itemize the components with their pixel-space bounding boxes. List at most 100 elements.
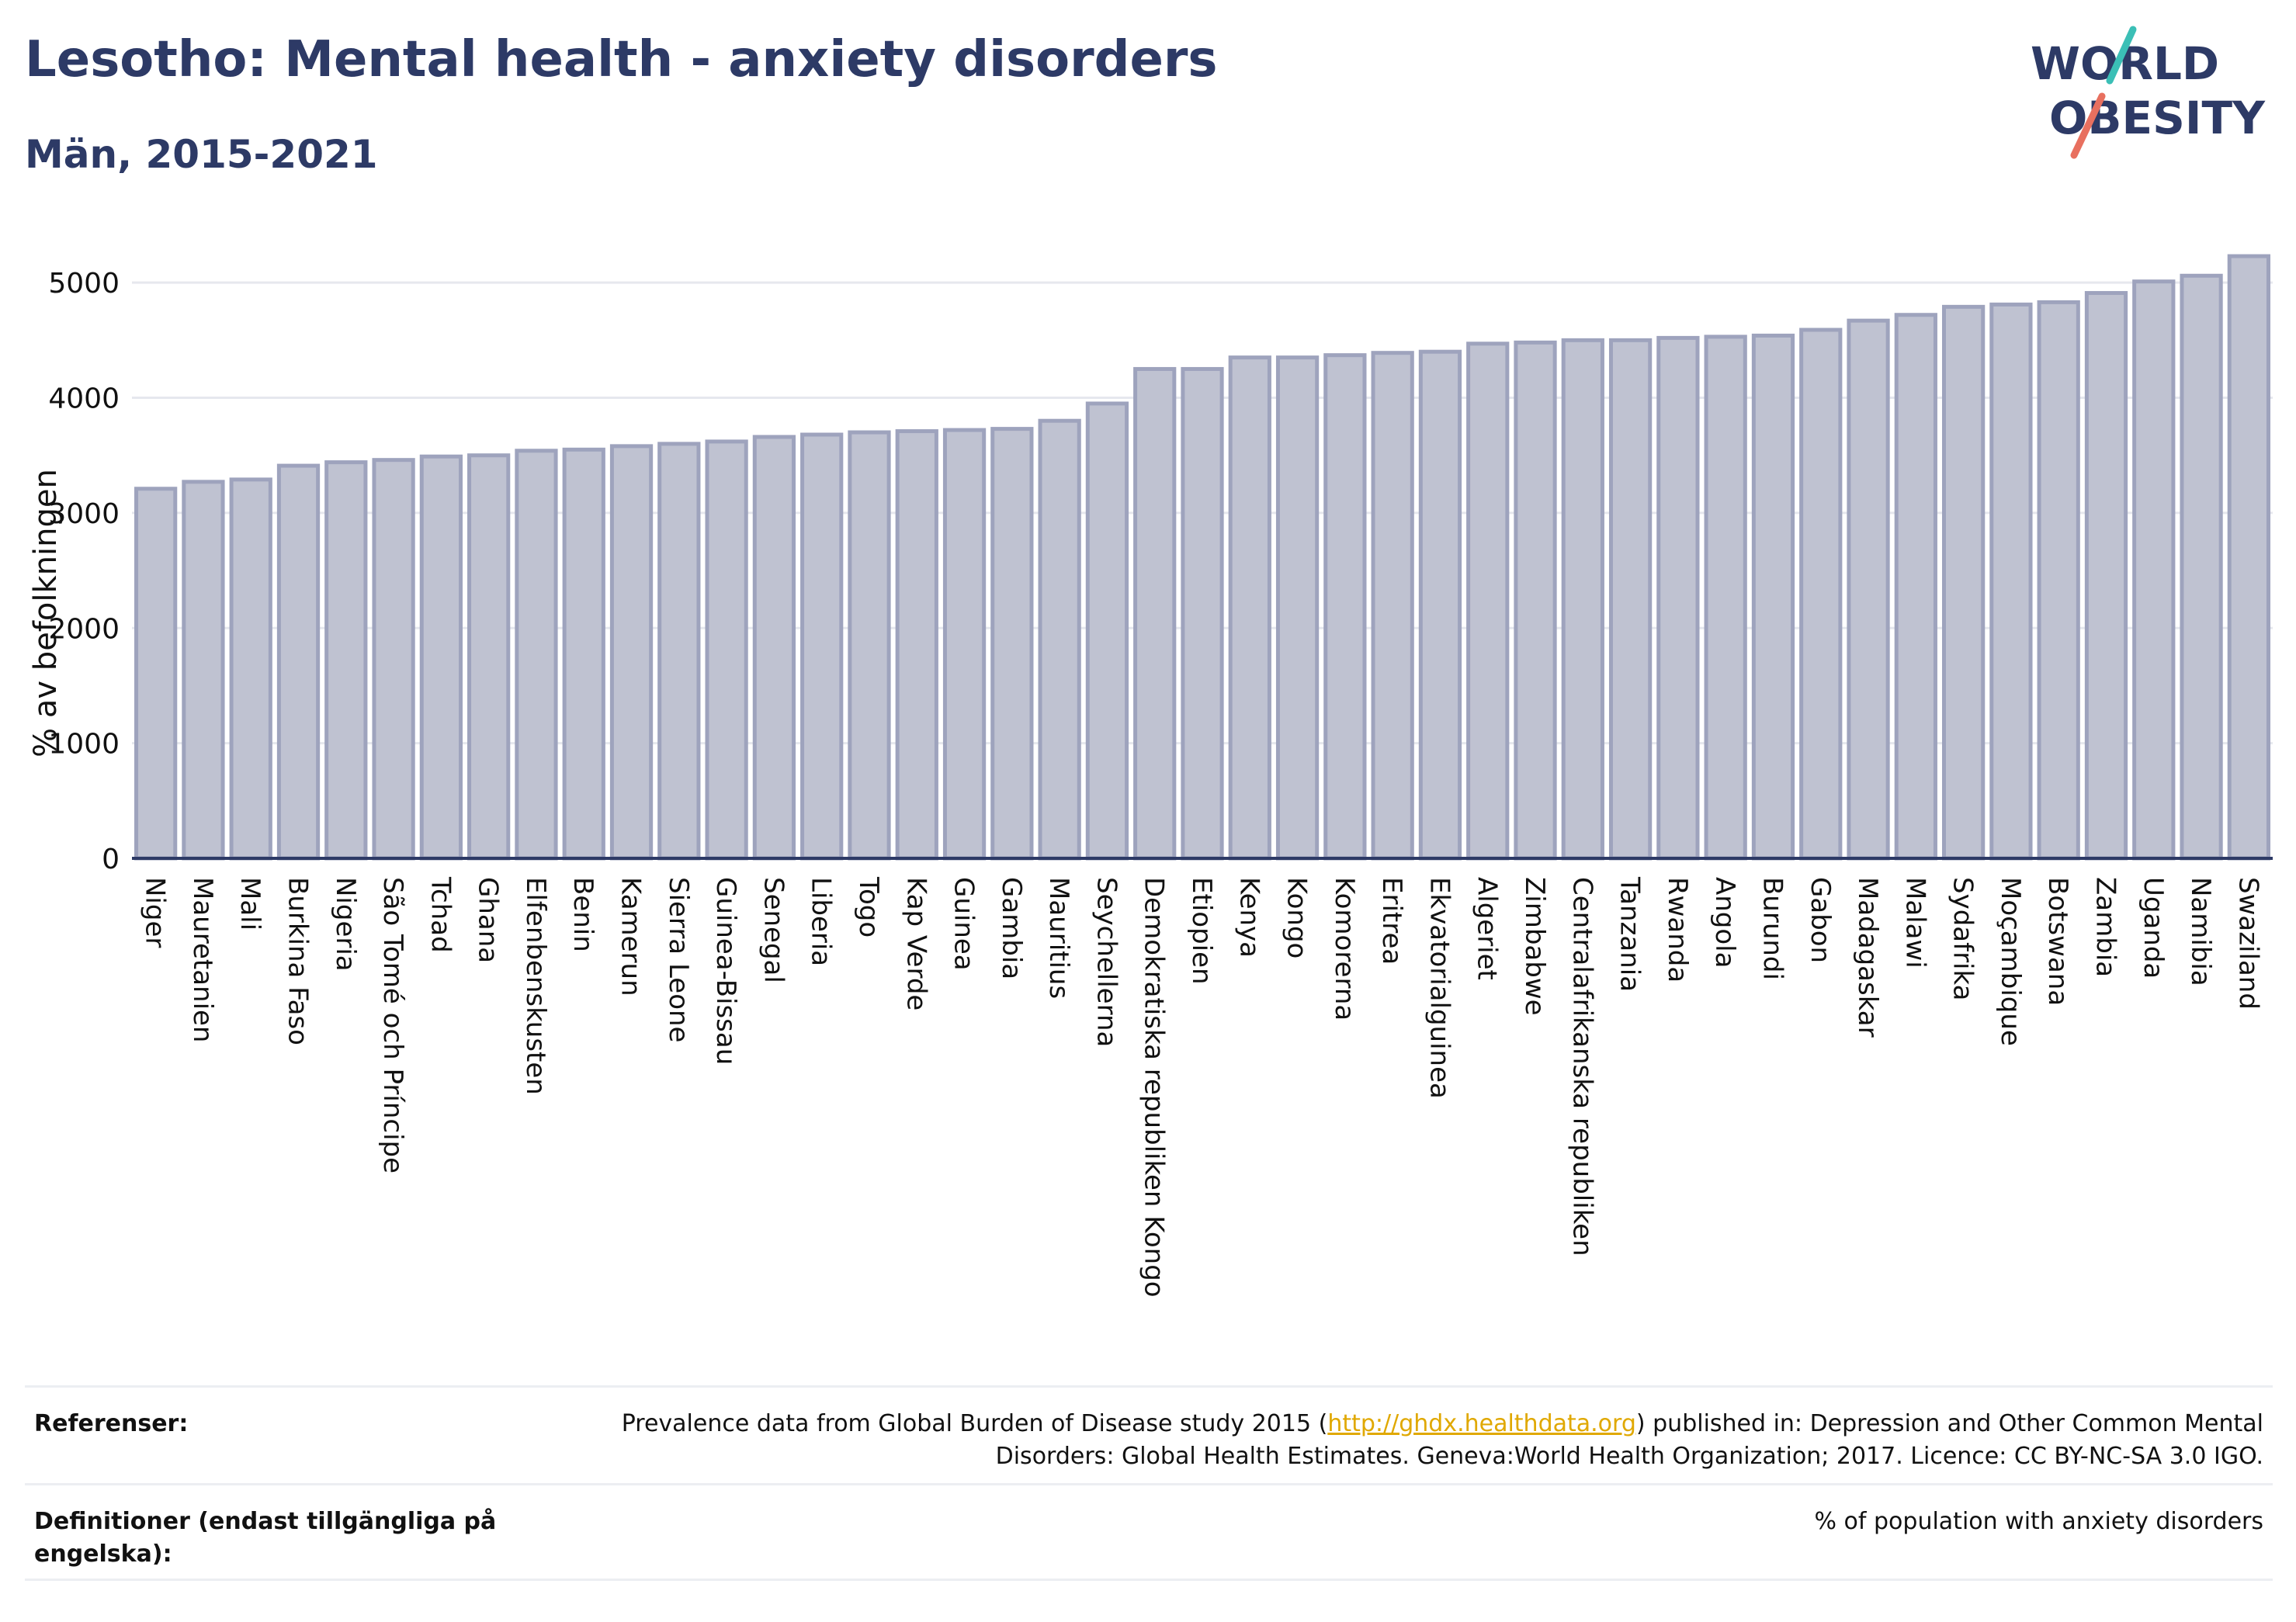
x-tick-label: Tchad (425, 876, 456, 953)
bar[interactable] (1894, 313, 1937, 861)
bar[interactable] (1608, 338, 1653, 861)
x-tick-label: Zambia (2090, 877, 2121, 977)
x-tick-label: Namibia (2185, 877, 2216, 986)
bar[interactable] (134, 487, 178, 861)
bar[interactable] (1228, 355, 1271, 861)
references-link[interactable]: http://ghdx.healthdata.org (1327, 1410, 1636, 1437)
definitions-row: Definitioner (endast tillgängliga på eng… (25, 1483, 2273, 1581)
bar[interactable] (419, 454, 463, 861)
bar[interactable] (1085, 401, 1129, 861)
x-tick-label: Komorerna (1329, 877, 1360, 1021)
y-tick-label: 2000 (48, 613, 120, 645)
bar[interactable] (1038, 418, 1081, 861)
bar[interactable] (609, 444, 654, 861)
y-axis-label: % av befolkningen (28, 469, 64, 757)
bar[interactable] (2227, 254, 2270, 861)
x-tick-label: Angola (1709, 877, 1740, 968)
x-tick-label: Etiopien (1186, 877, 1217, 985)
x-tick-label: Botswana (2042, 877, 2073, 1006)
bar[interactable] (1989, 302, 2033, 861)
bar[interactable] (1181, 366, 1224, 861)
x-tick-label: Ghana (473, 877, 504, 963)
bar[interactable] (1941, 304, 1986, 861)
bar[interactable] (848, 430, 891, 861)
y-tick-label: 0 (102, 844, 120, 875)
bar[interactable] (324, 460, 368, 861)
x-tick-label: Togo (853, 876, 884, 938)
references-panel: Referenser: Prevalence data from Global … (25, 1385, 2273, 1581)
bar[interactable] (1133, 366, 1177, 861)
bar[interactable] (942, 428, 987, 861)
x-tick-label: Sierra Leone (663, 877, 694, 1042)
references-text-after: ) published in: Depression and Other Com… (995, 1410, 2263, 1470)
bar[interactable] (562, 447, 605, 861)
bar[interactable] (1514, 340, 1557, 861)
x-tick-label: Liberia (806, 877, 837, 966)
bar[interactable] (800, 432, 844, 861)
x-tick-label: Sydafrika (1947, 877, 1979, 1000)
x-tick-label: Senegal (758, 877, 789, 983)
bar[interactable] (657, 442, 701, 861)
x-tick-label: Rwanda (1662, 877, 1693, 983)
x-tick-label: Elfenbenskusten (520, 877, 551, 1095)
x-tick-label: Moçambique (1995, 877, 2026, 1046)
bar[interactable] (752, 435, 796, 861)
bar[interactable] (1561, 338, 1604, 861)
x-tick-label: Seychellerna (1091, 877, 1122, 1047)
bar[interactable] (1275, 355, 1320, 861)
y-tick-label: 3000 (48, 498, 120, 530)
bar[interactable] (990, 427, 1034, 861)
bar-chart: 0 1000 2000 3000 4000 5000 Niger Mauretanien Mal… (28, 254, 2273, 1298)
bar[interactable] (229, 477, 272, 861)
bar[interactable] (1847, 318, 1890, 861)
definitions-text: % of population with anxiety disorders (1814, 1508, 2263, 1535)
x-tick-label: Nigeria (330, 877, 361, 972)
x-tick-label: Mauretanien (187, 877, 218, 1043)
bar[interactable] (2132, 279, 2176, 861)
bar[interactable] (372, 458, 415, 861)
bar[interactable] (1656, 335, 1700, 861)
x-tick-label: Mali (234, 877, 265, 931)
references-text: Prevalence data from Global Burden of Di… (595, 1408, 2263, 1483)
bar[interactable] (1466, 341, 1510, 861)
bar[interactable] (1418, 349, 1462, 861)
bar[interactable] (1323, 353, 1367, 861)
bar[interactable] (276, 463, 321, 861)
world-obesity-logo: WORLD OBESITY (2031, 26, 2266, 159)
bar[interactable] (1704, 334, 1747, 861)
x-tick-label: Niger (140, 877, 171, 948)
x-tick-label: Guinea-Bissau (710, 877, 741, 1065)
bar[interactable] (705, 439, 748, 861)
bar[interactable] (515, 449, 558, 861)
bar[interactable] (182, 480, 225, 861)
x-tick-label: Uganda (2138, 877, 2169, 979)
x-tick-label: Guinea (949, 877, 980, 971)
logo-accent-bottom (2070, 92, 2106, 159)
bar[interactable] (2037, 300, 2080, 861)
x-tick-label: Swaziland (2232, 877, 2263, 1010)
y-tick-label: 5000 (48, 268, 120, 300)
bar[interactable] (2084, 291, 2128, 861)
x-tick-label: Gabon (1805, 877, 1836, 963)
tick-labels: 0 1000 2000 3000 4000 5000 Niger Mauretanien Mal… (48, 268, 2263, 1297)
bar[interactable] (1371, 351, 1414, 861)
bar[interactable] (895, 429, 938, 861)
x-tick-label: Gambia (996, 877, 1027, 979)
bar[interactable] (1799, 328, 1843, 861)
x-tick-label: Eritrea (1376, 877, 1407, 965)
chart-title: Lesotho: Mental health - anxiety disorde… (25, 31, 1218, 88)
references-row: Referenser: Prevalence data from Global … (25, 1385, 2273, 1483)
x-tick-label: Algeriet (1472, 877, 1503, 980)
x-tick-label: Tanzania (1614, 876, 1646, 992)
bar[interactable] (467, 453, 511, 861)
chart-subtitle: Män, 2015-2021 (25, 132, 378, 177)
bar[interactable] (1751, 333, 1795, 861)
bar[interactable] (2180, 273, 2223, 861)
x-tick-label: Kongo (1282, 877, 1313, 958)
x-tick-label: Kenya (1233, 877, 1264, 958)
x-tick-label: Mauritius (1043, 877, 1074, 999)
x-tick-label: Centralafrikanska republiken (1566, 877, 1597, 1256)
definitions-label: Definitioner (endast tillgängliga på eng… (34, 1508, 497, 1568)
references-text-before: Prevalence data from Global Burden of Di… (621, 1410, 1328, 1437)
logo-accent-top (2106, 26, 2137, 85)
